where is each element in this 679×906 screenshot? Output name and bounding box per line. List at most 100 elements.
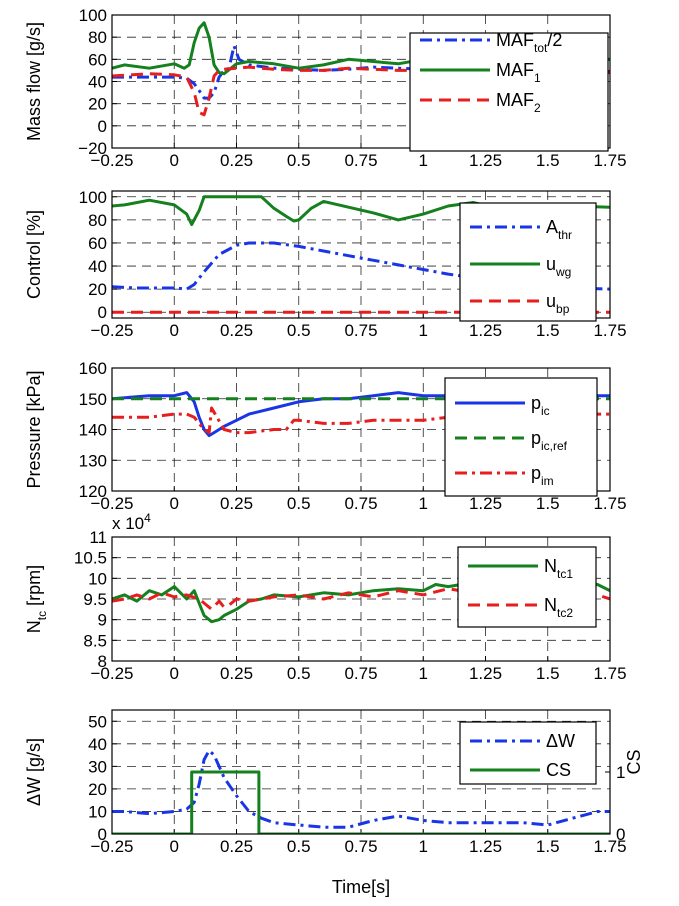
- x-tick-label: 0.25: [220, 664, 253, 683]
- x-tick-label: −0.25: [90, 664, 133, 683]
- x-tick-label: 1.25: [469, 151, 502, 170]
- y-tick-label: −20: [78, 139, 107, 158]
- x-tick-label: 0.5: [287, 151, 311, 170]
- x-tick-label: 1.25: [469, 837, 502, 856]
- legend-label: pic,ref: [531, 428, 568, 453]
- x-tick-label: 1.75: [593, 837, 626, 856]
- plot-frame: [111, 709, 611, 835]
- plot-frame: [111, 190, 611, 319]
- x-tick-label: 1: [419, 837, 428, 856]
- x-tick-label: 0.25: [220, 494, 253, 513]
- legend-label: pim: [531, 463, 554, 488]
- y-tick-label: 140: [79, 421, 107, 440]
- x-tick-label: 1.5: [536, 321, 560, 340]
- x-tick-label: 0.75: [344, 321, 377, 340]
- y-tick-label: 150: [79, 390, 107, 409]
- y-tick-label: 10: [88, 802, 107, 821]
- y-axis-label: Mass flow [g/s]: [24, 22, 44, 141]
- legend: Athr uwg ubp: [459, 202, 597, 322]
- y-tick-label: 30: [88, 757, 107, 776]
- legend-label: MAF2: [496, 90, 541, 115]
- y-tick-label: 0: [98, 825, 107, 844]
- x-tick-label: 1: [419, 664, 428, 683]
- x-tick-label: 1.75: [593, 151, 626, 170]
- x-tick-label: 1.5: [536, 837, 560, 856]
- legend-box: [457, 546, 597, 628]
- x-tick-label: 0.5: [287, 837, 311, 856]
- legend-label: ΔW: [546, 731, 575, 751]
- legend-box: [409, 32, 609, 152]
- plot-frame: [111, 14, 611, 149]
- plot-frame: [111, 536, 611, 662]
- y-tick-label: 10.5: [74, 549, 107, 568]
- y2-tick-label: 0: [616, 825, 625, 844]
- x-tick-label: 0.75: [344, 664, 377, 683]
- plot-frame: [111, 367, 611, 492]
- x-tick-label: 1.25: [469, 664, 502, 683]
- y-tick-label: 80: [88, 211, 107, 230]
- x-tick-label: 0: [170, 321, 179, 340]
- x-tick-label: 0.25: [220, 837, 253, 856]
- legend: ΔW CS: [459, 721, 597, 785]
- x-tick-label: 0.25: [220, 321, 253, 340]
- y-tick-label: 20: [88, 95, 107, 114]
- x-tick-label: 0: [170, 494, 179, 513]
- subplot-4: −0.25 0 0.25 0.5 0.75 1 1.25 1.5 1.75 11 10.510 9.5…: [24, 511, 627, 683]
- subplot-5: −0.25 0 0.25 0.5 0.75 1 1.25 1.5 1.7550403020100…: [24, 709, 644, 897]
- y-tick-label: 40: [88, 257, 107, 276]
- series-line-maf-2: [112, 65, 610, 117]
- series-line-p-im: [112, 406, 610, 435]
- y-tick-label: 9.5: [83, 590, 107, 609]
- subplot-3: −0.25 0 0.25 0.5 0.75 1 1.25 1.5 1.75 160 150 140 13…: [24, 359, 627, 513]
- y-axis-label: Control [%]: [24, 210, 44, 299]
- legend: pic pic,ref pim: [444, 377, 598, 497]
- x-tick-label: −0.25: [90, 837, 133, 856]
- y-tick-label: 50: [88, 712, 107, 731]
- y-tick-label: 60: [88, 50, 107, 69]
- y2-axis-label: CS: [624, 749, 644, 774]
- subplot-2: −0.25 0 0.25 0.5 0.75 1 1.25 1.5 1.7510080604020…: [24, 188, 627, 340]
- y-tick-label: 120: [79, 482, 107, 501]
- x-tick-label: −0.25: [90, 321, 133, 340]
- x-tick-label: 1.5: [536, 494, 560, 513]
- x-tick-label: 1: [419, 151, 428, 170]
- x-tick-label: 1.75: [593, 321, 626, 340]
- y-tick-label: 40: [88, 73, 107, 92]
- y-axis-label: ΔW [g/s]: [24, 738, 44, 806]
- x-tick-label: 1.75: [593, 664, 626, 683]
- y-tick-label: 0: [98, 303, 107, 322]
- y-tick-label: 60: [88, 234, 107, 253]
- legend-label: Ntc2: [544, 595, 573, 620]
- y-tick-label: 0: [98, 117, 107, 136]
- y-tick-label: 40: [88, 735, 107, 754]
- legend: Ntc1 Ntc2: [457, 546, 597, 628]
- x-tick-label: −0.25: [90, 494, 133, 513]
- y-tick-label: 100: [79, 6, 107, 25]
- y-tick-label: 8.5: [83, 631, 107, 650]
- x-tick-label: 0.75: [344, 837, 377, 856]
- legend-label: MAFtot/2: [496, 30, 562, 55]
- y2-tick-label: 1: [616, 763, 625, 782]
- axis-exponent-label: x 104: [112, 511, 151, 533]
- legend-label: CS: [546, 760, 571, 780]
- legend-box: [459, 721, 597, 785]
- y-tick-label: 11: [89, 528, 107, 547]
- subplot-1: −0.25 0 0.25 0.5 0.75 1 1.25 1.5 1.75 100 80 60 40 20…: [24, 6, 627, 170]
- y-tick-label: 20: [88, 280, 107, 299]
- x-tick-label: 1: [419, 494, 428, 513]
- x-tick-label: 1: [419, 321, 428, 340]
- y-tick-label: 20: [88, 780, 107, 799]
- series-line-n-tc2: [112, 585, 610, 611]
- x-tick-label: 1.25: [469, 494, 502, 513]
- x-tick-label: 1.25: [469, 321, 502, 340]
- y-tick-label: 9: [98, 611, 107, 630]
- y-axis-label: Ntc [rpm]: [24, 565, 49, 633]
- x-tick-label: 0.5: [287, 494, 311, 513]
- legend-label: Athr: [546, 217, 572, 242]
- x-tick-label: 1.5: [536, 664, 560, 683]
- legend-label: pic: [531, 393, 550, 418]
- x-tick-label: 1.5: [536, 151, 560, 170]
- x-tick-label: 0: [170, 837, 179, 856]
- y-tick-label: 80: [88, 28, 107, 47]
